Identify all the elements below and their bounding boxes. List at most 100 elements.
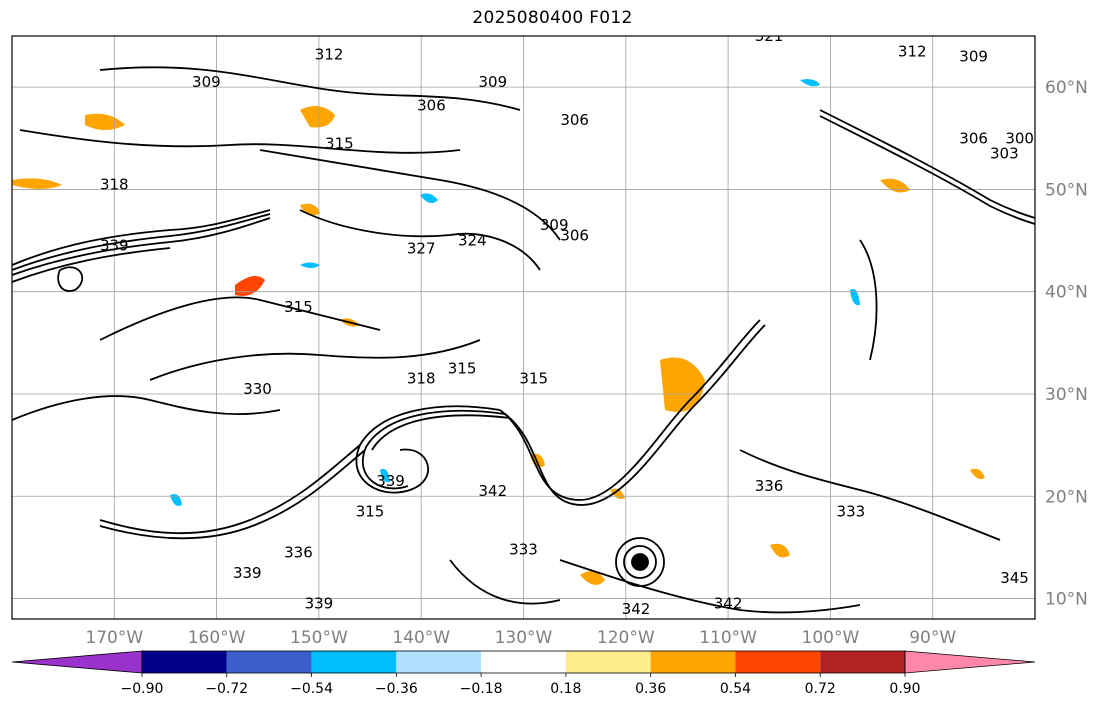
shade-patch xyxy=(12,178,62,189)
contour-label: 309 xyxy=(478,73,507,91)
colorbar-tick-label: −0.54 xyxy=(290,681,333,697)
colorbar-tick-label: 0.72 xyxy=(805,681,836,697)
map-frame xyxy=(11,35,1036,620)
colorbar-tick-label: −0.18 xyxy=(460,681,503,697)
colorbar-segment xyxy=(735,651,821,673)
lon-tick-label: 100°W xyxy=(802,628,860,648)
contour-label: 309 xyxy=(959,47,988,65)
colorbar-tick-label: 0.90 xyxy=(889,681,920,697)
contour-line xyxy=(12,247,171,283)
contour-line xyxy=(739,449,1001,541)
contour-line xyxy=(559,559,861,614)
shade-patch xyxy=(85,113,125,130)
contour-label: 306 xyxy=(959,129,988,147)
colorbar-tick-label: −0.72 xyxy=(205,681,248,697)
colorbar-segment xyxy=(650,651,736,673)
contour-label: 342 xyxy=(622,600,651,618)
contour-label: 312 xyxy=(315,45,344,63)
contour-label: 315 xyxy=(284,298,313,316)
latitude-tick-labels: 60°N 50°N 40°N 30°N 20°N 10°N xyxy=(1045,78,1088,609)
contour-label: 327 xyxy=(407,240,436,258)
contour-line xyxy=(623,545,657,579)
contour-label: 324 xyxy=(458,232,487,250)
contour-label: 309 xyxy=(540,216,569,234)
contour-label: 306 xyxy=(417,97,446,115)
colorbar-extend-high xyxy=(904,650,1036,674)
contour-line xyxy=(371,414,511,451)
contour-label: 333 xyxy=(509,540,538,558)
theta-contours xyxy=(12,66,1035,614)
lon-tick-label: 90°W xyxy=(909,628,956,648)
contour-line xyxy=(449,559,561,605)
lat-tick-label: 50°N xyxy=(1045,180,1088,200)
colorbar-segment xyxy=(226,651,312,673)
contour-line xyxy=(361,409,506,490)
shade-patch xyxy=(300,262,320,268)
contour-label: 300 xyxy=(1005,129,1034,147)
lat-tick-label: 30°N xyxy=(1045,385,1088,405)
shade-patch xyxy=(800,79,820,87)
colorbar-extend-low xyxy=(11,650,143,674)
contour-line xyxy=(12,217,271,276)
contour-line xyxy=(99,296,381,341)
shade-patch xyxy=(660,357,705,412)
contour-label: 315 xyxy=(356,503,385,521)
contour-line xyxy=(12,209,271,266)
contour-label: 345 xyxy=(1000,569,1029,587)
contour-line xyxy=(99,66,521,111)
contour-label: 315 xyxy=(448,359,477,377)
contour-label: 339 xyxy=(376,472,405,490)
lon-tick-label: 110°W xyxy=(699,628,757,648)
shade-patch xyxy=(580,571,605,585)
contour-line xyxy=(504,324,766,506)
contour-label: 342 xyxy=(478,482,507,500)
contour-line xyxy=(259,149,561,241)
contour-label: 339 xyxy=(305,595,334,613)
colorbar: −0.90 −0.72 −0.54 −0.36 −0.18 0.18 0.36 0.54 0.7… xyxy=(11,650,1036,697)
contour-line xyxy=(57,266,84,292)
colorbar-tick-label: 0.18 xyxy=(550,681,581,697)
shade-patch xyxy=(850,289,860,306)
shade-patch xyxy=(380,468,390,483)
contour-line xyxy=(19,129,461,154)
lat-tick-label: 40°N xyxy=(1045,283,1088,303)
contour-line xyxy=(355,405,501,494)
colorbar-tick-label: 0.36 xyxy=(635,681,666,697)
gridlines xyxy=(12,36,1035,619)
contour-line xyxy=(299,209,541,271)
lon-tick-label: 150°W xyxy=(290,628,348,648)
contour-label: 303 xyxy=(990,145,1019,163)
contour-label: 321 xyxy=(755,27,784,45)
contour-label: 312 xyxy=(898,42,927,60)
contour-line xyxy=(499,319,761,501)
lon-tick-label: 140°W xyxy=(392,628,450,648)
shade-patch xyxy=(970,468,985,479)
colorbar-segment xyxy=(396,651,482,673)
shade-patch xyxy=(420,193,438,204)
contour-label: 336 xyxy=(284,544,313,562)
shade-patch xyxy=(235,276,265,296)
colorbar-segment xyxy=(311,651,397,673)
contour-label: 318 xyxy=(407,370,436,388)
colorbar-tick-label: −0.90 xyxy=(121,681,164,697)
lat-tick-label: 60°N xyxy=(1045,78,1088,98)
contour-label: 306 xyxy=(560,226,589,244)
contour-label: 315 xyxy=(325,134,354,152)
contour-label: 330 xyxy=(243,380,272,398)
colorbar-segment xyxy=(820,651,905,673)
shade-patch xyxy=(300,203,320,216)
contour-closed-center xyxy=(631,553,649,571)
contour-label: 318 xyxy=(100,175,129,193)
contour-line xyxy=(819,115,1035,225)
contour-label: 342 xyxy=(714,595,743,613)
contour-label: 336 xyxy=(755,477,784,495)
lon-tick-label: 130°W xyxy=(495,628,553,648)
lon-tick-label: 170°W xyxy=(85,628,143,648)
contour-line xyxy=(615,537,665,587)
lat-tick-label: 10°N xyxy=(1045,590,1088,610)
contour-line xyxy=(12,395,281,421)
map-title: 2025080400 F012 xyxy=(472,8,633,28)
lon-tick-label: 120°W xyxy=(597,628,655,648)
contour-label: 309 xyxy=(192,73,221,91)
contour-label: 315 xyxy=(519,370,548,388)
